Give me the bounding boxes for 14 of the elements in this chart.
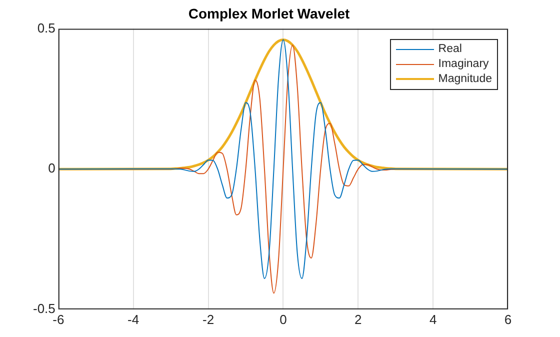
x-tick-label: -6 <box>52 312 64 327</box>
legend-label: Real <box>438 43 462 56</box>
y-tick-label: 0.5 <box>37 20 56 36</box>
x-tick-label: -4 <box>128 312 140 327</box>
legend-label: Magnitude <box>438 73 492 86</box>
chart-title: Complex Morlet Wavelet <box>188 5 350 22</box>
y-tick-label: -0.5 <box>32 300 56 316</box>
x-tick-label: 2 <box>354 312 362 327</box>
x-tick-label: 6 <box>504 312 512 327</box>
x-tick-label: 4 <box>429 312 437 327</box>
x-tick-label: 0 <box>280 312 287 327</box>
x-tick-label: -2 <box>202 312 214 327</box>
legend-label: Imaginary <box>438 58 489 70</box>
y-tick-label: 0 <box>48 160 56 176</box>
